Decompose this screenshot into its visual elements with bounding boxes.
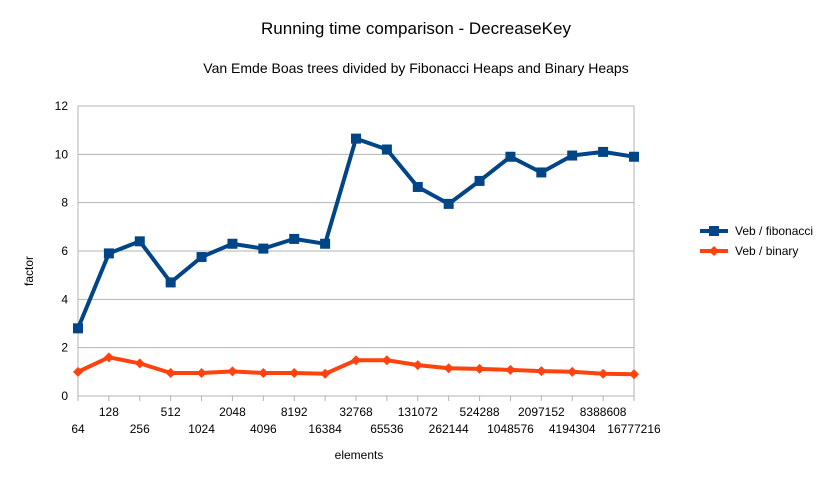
x-tick-label: 262144 [429, 422, 469, 436]
data-point-square [73, 323, 83, 334]
data-point-square [629, 151, 639, 162]
chart-subtitle: Van Emde Boas trees divided by Fibonacci… [203, 60, 628, 76]
legend-item: Veb / fibonacci [700, 224, 813, 238]
x-tick-label: 131072 [398, 405, 438, 419]
x-tick-label: 524288 [460, 405, 500, 419]
y-tick-label: 6 [61, 244, 68, 258]
series-line [76, 136, 635, 330]
data-point-diamond [598, 368, 609, 379]
data-point-square [536, 167, 547, 178]
data-point-diamond [196, 368, 207, 379]
grid-lines [78, 105, 634, 349]
data-point-diamond [258, 368, 269, 379]
data-point-diamond [320, 368, 331, 379]
y-tick-labels: 0 2 4 6 8 10 12 [55, 99, 69, 403]
data-point-square [165, 277, 176, 288]
x-tick-label: 512 [161, 405, 181, 419]
data-point-diamond [289, 368, 300, 379]
x-tick-label: 1048576 [487, 422, 534, 436]
x-tick-label: 4194304 [549, 422, 596, 436]
x-axis-title: elements [335, 448, 384, 462]
legend-label: Veb / binary [735, 244, 798, 258]
data-point-diamond [73, 366, 83, 377]
data-point-square [351, 133, 361, 144]
x-tick-label: 2048 [219, 405, 246, 419]
y-tick-label: 10 [55, 147, 69, 161]
data-point-diamond [351, 355, 361, 366]
data-point-diamond [536, 366, 547, 377]
data-point-diamond [629, 369, 639, 380]
series-2 [73, 352, 639, 380]
axes [77, 106, 635, 401]
data-point-diamond [412, 360, 423, 371]
x-tick-label: 32768 [339, 405, 373, 419]
data-point-diamond [227, 366, 238, 377]
x-tick-label: 16777216 [607, 422, 661, 436]
data-point-diamond [443, 363, 454, 374]
legend-marker [709, 246, 719, 256]
x-tick-label: 128 [99, 405, 119, 419]
x-tick-label: 8192 [281, 405, 308, 419]
data-point-square [598, 146, 609, 157]
data-point-square [196, 252, 207, 263]
x-tick-label: 65536 [370, 422, 404, 436]
data-point-diamond [381, 355, 392, 366]
series-lines [73, 133, 639, 380]
y-axis-title: factor [22, 256, 36, 286]
legend-marker [709, 226, 719, 236]
x-tick-label: 16384 [308, 422, 342, 436]
y-tick-label: 4 [61, 292, 68, 306]
data-point-square [103, 248, 114, 259]
x-tick-label: 1024 [188, 422, 215, 436]
series-1 [73, 133, 639, 334]
legend-label: Veb / fibonacci [735, 224, 813, 238]
x-tick-label: 64 [71, 422, 85, 436]
y-tick-label: 2 [61, 341, 68, 355]
data-point-square [443, 198, 454, 209]
data-point-square [474, 175, 485, 186]
data-point-square [381, 144, 392, 155]
data-point-diamond [134, 358, 145, 369]
y-tick-label: 12 [55, 99, 69, 113]
legend: Veb / fibonacci Veb / binary [700, 224, 813, 258]
y-tick-label: 0 [61, 389, 68, 403]
data-point-square [258, 243, 269, 254]
data-point-diamond [474, 363, 485, 374]
x-tick-label: 2097152 [518, 405, 565, 419]
data-point-square [320, 238, 331, 249]
x-tick-label: 4096 [250, 422, 277, 436]
data-point-square [505, 151, 516, 162]
y-tick-label: 8 [61, 196, 68, 210]
data-point-square [567, 150, 578, 161]
x-tick-label: 256 [130, 422, 150, 436]
data-point-square [227, 238, 238, 249]
data-point-square [134, 236, 145, 247]
data-point-square [412, 181, 423, 192]
x-tick-label: 8388608 [580, 405, 627, 419]
data-point-diamond [567, 366, 578, 377]
legend-item: Veb / binary [700, 244, 798, 258]
data-point-diamond [505, 364, 516, 375]
data-point-square [289, 233, 300, 244]
chart-title: Running time comparison - DecreaseKey [261, 19, 571, 38]
data-point-diamond [103, 352, 114, 363]
data-point-diamond [165, 368, 176, 379]
